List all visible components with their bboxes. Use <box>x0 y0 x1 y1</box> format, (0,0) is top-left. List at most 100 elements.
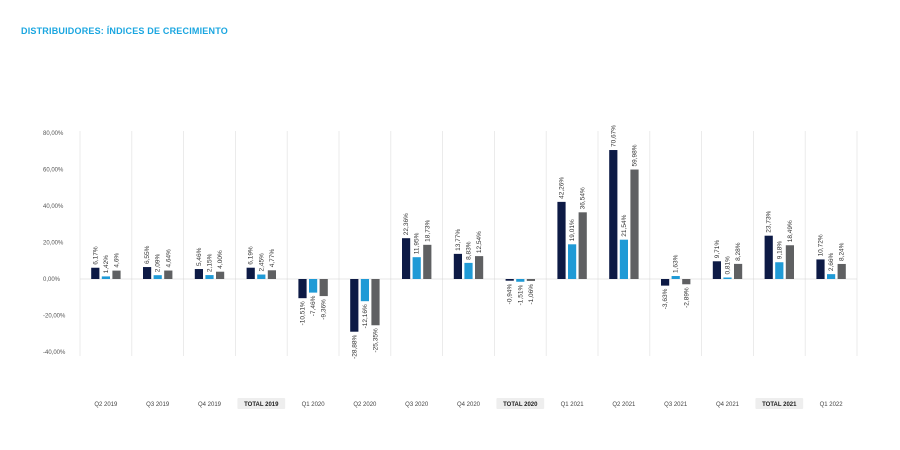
data-label: 4,64% <box>165 249 172 268</box>
total-label-background <box>755 398 804 409</box>
bar <box>257 274 266 279</box>
data-label: 42,26% <box>559 177 566 199</box>
data-label: 2,15% <box>207 253 214 272</box>
bar <box>309 279 318 293</box>
data-label: -7,46% <box>310 295 317 316</box>
data-label: 4,77% <box>269 249 276 268</box>
data-label: -10,51% <box>300 301 307 325</box>
x-tick-label: Q4 2021 <box>716 402 740 408</box>
bar <box>453 253 462 279</box>
y-axis: 80,00% 60,00% 40,00% 20,00% 0,00% -20,00% -40,… <box>43 131 66 356</box>
data-label: 8,83% <box>466 241 473 260</box>
bar <box>164 270 173 279</box>
data-label: -25,35% <box>373 328 380 352</box>
bar <box>775 262 784 279</box>
bar <box>205 275 214 279</box>
bar <box>712 261 721 279</box>
total-label-background <box>237 398 286 409</box>
x-tick-label: TOTAL 2021 <box>762 402 797 408</box>
data-label: 70,67% <box>610 125 617 147</box>
bar <box>682 279 691 285</box>
x-tick-label: TOTAL 2019 <box>244 402 279 408</box>
x-axis: Q2 2019 Q3 2019 Q4 2019 TOTAL 2019 Q1 2020 Q2… <box>94 398 843 409</box>
x-tick-label: Q3 2021 <box>664 402 688 408</box>
data-label: 23,73% <box>766 210 773 232</box>
x-tick-label: Q4 2020 <box>457 402 481 408</box>
y-tick-label: -20,00% <box>43 314 66 320</box>
data-labels: 6,17% 1,42% 4,6% 6,55% 2,09% 4,64% 5,46% 2,15% 4… <box>92 125 845 359</box>
data-label: -28,88% <box>351 334 358 358</box>
x-tick-label: Q1 2022 <box>820 402 844 408</box>
data-label: 9,71% <box>714 240 721 259</box>
x-tick-label: Q3 2020 <box>405 402 429 408</box>
bar <box>319 279 328 297</box>
data-label: 22,36% <box>403 213 410 235</box>
data-label: 18,49% <box>787 220 794 242</box>
bar <box>412 257 421 279</box>
bar <box>112 270 121 279</box>
x-tick-label: Q2 2021 <box>612 402 636 408</box>
data-label: 6,55% <box>144 245 151 264</box>
bar <box>671 276 680 279</box>
bar <box>91 267 100 279</box>
data-label: 4,00% <box>217 250 224 269</box>
bar <box>734 263 743 279</box>
data-label: -12,16% <box>362 304 369 328</box>
x-tick-label: Q2 2020 <box>353 402 377 408</box>
bars <box>91 150 846 332</box>
bar <box>568 244 577 279</box>
bar <box>764 235 773 279</box>
data-label: 1,63% <box>673 254 680 273</box>
data-label: 9,18% <box>776 241 783 260</box>
data-label: -2,89% <box>683 287 690 308</box>
bar <box>578 212 587 279</box>
data-label: 0,81% <box>725 256 732 275</box>
bar <box>609 150 618 279</box>
data-label: 6,19% <box>248 246 255 265</box>
bar <box>153 275 162 279</box>
bar <box>246 267 255 279</box>
data-label: -1,06% <box>528 284 535 305</box>
data-label: -0,94% <box>507 284 514 305</box>
bar <box>360 279 369 302</box>
bar <box>143 267 152 279</box>
x-tick-label: Q3 2019 <box>146 402 170 408</box>
bar <box>216 271 225 279</box>
bar <box>371 279 380 326</box>
data-label: 13,77% <box>455 229 462 251</box>
data-label: 2,09% <box>155 254 162 273</box>
data-label: 10,72% <box>818 234 825 256</box>
bar <box>557 201 566 279</box>
x-tick-label: Q2 2019 <box>94 402 118 408</box>
total-label-background <box>496 398 545 409</box>
data-label: 19,01% <box>569 219 576 241</box>
data-label: 8,24% <box>839 242 846 261</box>
data-label: 8,28% <box>735 242 742 261</box>
bar <box>402 238 411 279</box>
data-label: 2,66% <box>828 252 835 271</box>
data-label: 18,73% <box>424 220 431 242</box>
x-tick-label: Q1 2020 <box>302 402 326 408</box>
bar <box>194 269 203 279</box>
data-label: 12,54% <box>476 231 483 253</box>
bar <box>837 263 846 279</box>
bar <box>267 270 276 279</box>
x-tick-label: TOTAL 2020 <box>503 402 538 408</box>
bar <box>505 279 514 281</box>
data-label: 59,98% <box>632 144 639 166</box>
bar <box>526 279 535 281</box>
bar <box>619 239 628 279</box>
chart-title: DISTRIBUIDORES: ÍNDICES DE CRECIMIENTO <box>21 26 228 36</box>
data-label: 4,6% <box>114 253 121 268</box>
bar <box>101 276 110 279</box>
bar <box>785 245 794 279</box>
bar <box>630 169 639 279</box>
data-label: 6,17% <box>92 246 99 265</box>
bar <box>723 277 732 279</box>
data-label: 36,54% <box>580 187 587 209</box>
data-label: 2,45% <box>258 253 265 272</box>
x-tick-label: Q1 2021 <box>561 402 585 408</box>
bar <box>350 279 359 332</box>
bar <box>475 256 484 279</box>
x-tick-label: Q4 2019 <box>198 402 222 408</box>
